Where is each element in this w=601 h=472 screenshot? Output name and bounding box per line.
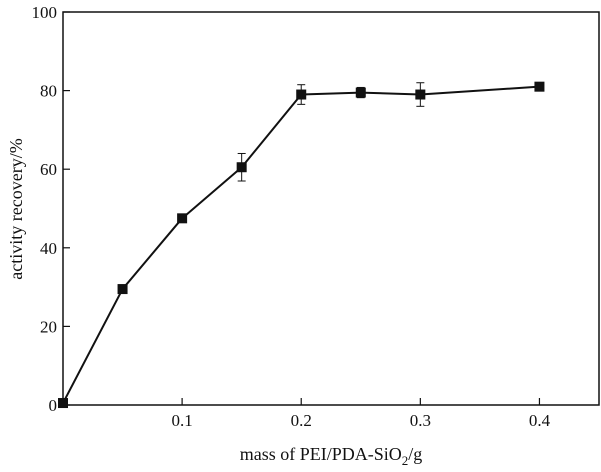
data-point [236,162,247,173]
data-point [58,398,68,409]
x-tick-label: 0.1 [171,411,192,430]
series-line [62,85,540,404]
data-point [415,89,426,100]
data-point [355,87,366,98]
y-tick-label: 0 [49,396,58,415]
data-point [534,81,545,92]
y-tick-label: 20 [40,317,57,336]
y-tick-label: 40 [40,239,57,258]
plot-frame [62,11,600,406]
y-tick-label: 60 [40,160,57,179]
data-point [177,213,188,224]
y-tick-label: 100 [32,3,58,22]
data-point [296,89,307,100]
x-tick-label: 0.4 [529,411,551,430]
y-axis-label: activity recovery/% [6,138,26,279]
x-axis-label-subscript: 2 [402,453,409,468]
data-point [117,284,128,295]
x-axis-label: mass of PEI/PDA-SiO2/g [240,444,423,468]
axis-ticks: 0 20 40 60 80 100 0.1 0.2 0.3 0.4 [32,3,551,430]
x-tick-label: 0.3 [410,411,431,430]
x-tick-label: 0.2 [291,411,312,430]
x-axis-label-suffix: /g [408,444,422,464]
data-marks [58,81,545,409]
y-tick-label: 80 [40,82,57,101]
